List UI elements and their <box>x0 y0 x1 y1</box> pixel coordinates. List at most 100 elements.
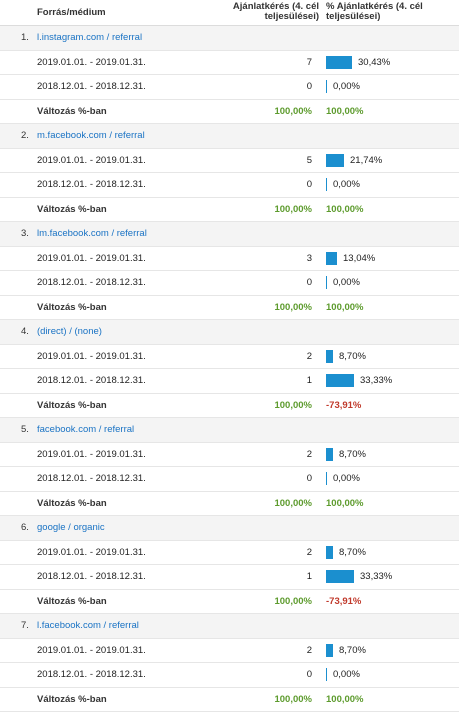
change-label: Változás %-ban <box>37 498 107 509</box>
goal-completions-value: 0 <box>307 473 312 484</box>
date-range-row: 2018.12.01. - 2018.12.31. 1 33,33% <box>0 369 459 394</box>
change-value-goal: 100,00% <box>274 106 312 117</box>
goal-completions-value: 7 <box>307 57 312 68</box>
change-label: Változás %-ban <box>37 204 107 215</box>
goal-completions-percent-column-header[interactable]: % Ajánlatkérés (4. cél teljesülései) <box>326 2 456 22</box>
source-row: 4. (direct) / (none) <box>0 320 459 345</box>
date-range-row: 2019.01.01. - 2019.01.31. 5 21,74% <box>0 149 459 174</box>
change-value-percent: 100,00% <box>326 694 364 705</box>
source-link[interactable]: l.instagram.com / referral <box>37 32 142 43</box>
percent-value: 33,33% <box>360 375 392 386</box>
source-column-header[interactable]: Forrás/médium <box>37 7 106 18</box>
row-index: 3. <box>21 228 29 239</box>
source-group: 3. lm.facebook.com / referral 2019.01.01. … <box>0 222 459 320</box>
percent-bar <box>326 178 327 191</box>
goal-completions-value: 1 <box>307 375 312 386</box>
goal-completions-value: 0 <box>307 669 312 680</box>
table-body: 1. l.instagram.com / referral 2019.01.01. … <box>0 26 459 712</box>
percent-value: 8,70% <box>339 449 366 460</box>
row-index: 5. <box>21 424 29 435</box>
row-index: 2. <box>21 130 29 141</box>
date-range: 2018.12.01. - 2018.12.31. <box>37 473 146 484</box>
source-group: 7. l.facebook.com / referral 2019.01.01. -… <box>0 614 459 712</box>
goal-completions-value: 5 <box>307 155 312 166</box>
date-range: 2019.01.01. - 2019.01.31. <box>37 57 146 68</box>
row-index: 7. <box>21 620 29 631</box>
row-index: 4. <box>21 326 29 337</box>
source-link[interactable]: l.facebook.com / referral <box>37 620 139 631</box>
percent-bar <box>326 472 327 485</box>
row-index: 1. <box>21 32 29 43</box>
percent-bar <box>326 80 327 93</box>
percent-value: 8,70% <box>339 547 366 558</box>
goal-completions-value: 0 <box>307 81 312 92</box>
source-group: 5. facebook.com / referral 2019.01.01. - 2… <box>0 418 459 516</box>
source-link[interactable]: facebook.com / referral <box>37 424 134 435</box>
date-range-row: 2018.12.01. - 2018.12.31. 0 0,00% <box>0 663 459 688</box>
row-index: 6. <box>21 522 29 533</box>
change-value-goal: 100,00% <box>274 204 312 215</box>
date-range: 2018.12.01. - 2018.12.31. <box>37 375 146 386</box>
change-value-goal: 100,00% <box>274 400 312 411</box>
date-range: 2018.12.01. - 2018.12.31. <box>37 179 146 190</box>
goal-completions-column-header[interactable]: Ajánlatkérés (4. cél teljesülései) <box>229 2 319 22</box>
source-link[interactable]: lm.facebook.com / referral <box>37 228 147 239</box>
change-value-percent: 100,00% <box>326 106 364 117</box>
change-value-goal: 100,00% <box>274 596 312 607</box>
source-group: 4. (direct) / (none) 2019.01.01. - 2019.01… <box>0 320 459 418</box>
date-range: 2019.01.01. - 2019.01.31. <box>37 155 146 166</box>
change-row: Változás %-ban 100,00% -73,91% <box>0 590 459 615</box>
percent-bar <box>326 252 337 265</box>
percent-bar <box>326 276 327 289</box>
change-label: Változás %-ban <box>37 694 107 705</box>
source-row: 1. l.instagram.com / referral <box>0 26 459 51</box>
percent-bar <box>326 154 344 167</box>
source-row: 5. facebook.com / referral <box>0 418 459 443</box>
percent-bar <box>326 56 352 69</box>
table-header: Forrás/médium Ajánlatkérés (4. cél telje… <box>0 0 459 26</box>
goal-completions-value: 0 <box>307 179 312 190</box>
date-range: 2018.12.01. - 2018.12.31. <box>37 669 146 680</box>
date-range: 2019.01.01. - 2019.01.31. <box>37 645 146 656</box>
change-value-goal: 100,00% <box>274 302 312 313</box>
percent-bar <box>326 374 354 387</box>
percent-bar <box>326 448 333 461</box>
percent-bar <box>326 570 354 583</box>
percent-value: 0,00% <box>333 81 360 92</box>
percent-bar <box>326 350 333 363</box>
source-link[interactable]: google / organic <box>37 522 105 533</box>
date-range: 2019.01.01. - 2019.01.31. <box>37 449 146 460</box>
date-range: 2018.12.01. - 2018.12.31. <box>37 571 146 582</box>
source-link[interactable]: m.facebook.com / referral <box>37 130 145 141</box>
date-range: 2019.01.01. - 2019.01.31. <box>37 547 146 558</box>
source-link[interactable]: (direct) / (none) <box>37 326 102 337</box>
percent-value: 21,74% <box>350 155 382 166</box>
change-value-percent: 100,00% <box>326 302 364 313</box>
change-label: Változás %-ban <box>37 596 107 607</box>
source-group: 2. m.facebook.com / referral 2019.01.01. -… <box>0 124 459 222</box>
date-range: 2019.01.01. - 2019.01.31. <box>37 351 146 362</box>
percent-value: 0,00% <box>333 669 360 680</box>
date-range-row: 2019.01.01. - 2019.01.31. 2 8,70% <box>0 345 459 370</box>
percent-value: 8,70% <box>339 351 366 362</box>
goal-completions-value: 1 <box>307 571 312 582</box>
goal-completions-value: 2 <box>307 351 312 362</box>
percent-bar <box>326 644 333 657</box>
goal-completions-value: 0 <box>307 277 312 288</box>
change-value-percent: -73,91% <box>326 400 361 411</box>
goal-completions-value: 3 <box>307 253 312 264</box>
change-value-percent: -73,91% <box>326 596 361 607</box>
percent-bar <box>326 668 327 681</box>
percent-value: 0,00% <box>333 277 360 288</box>
